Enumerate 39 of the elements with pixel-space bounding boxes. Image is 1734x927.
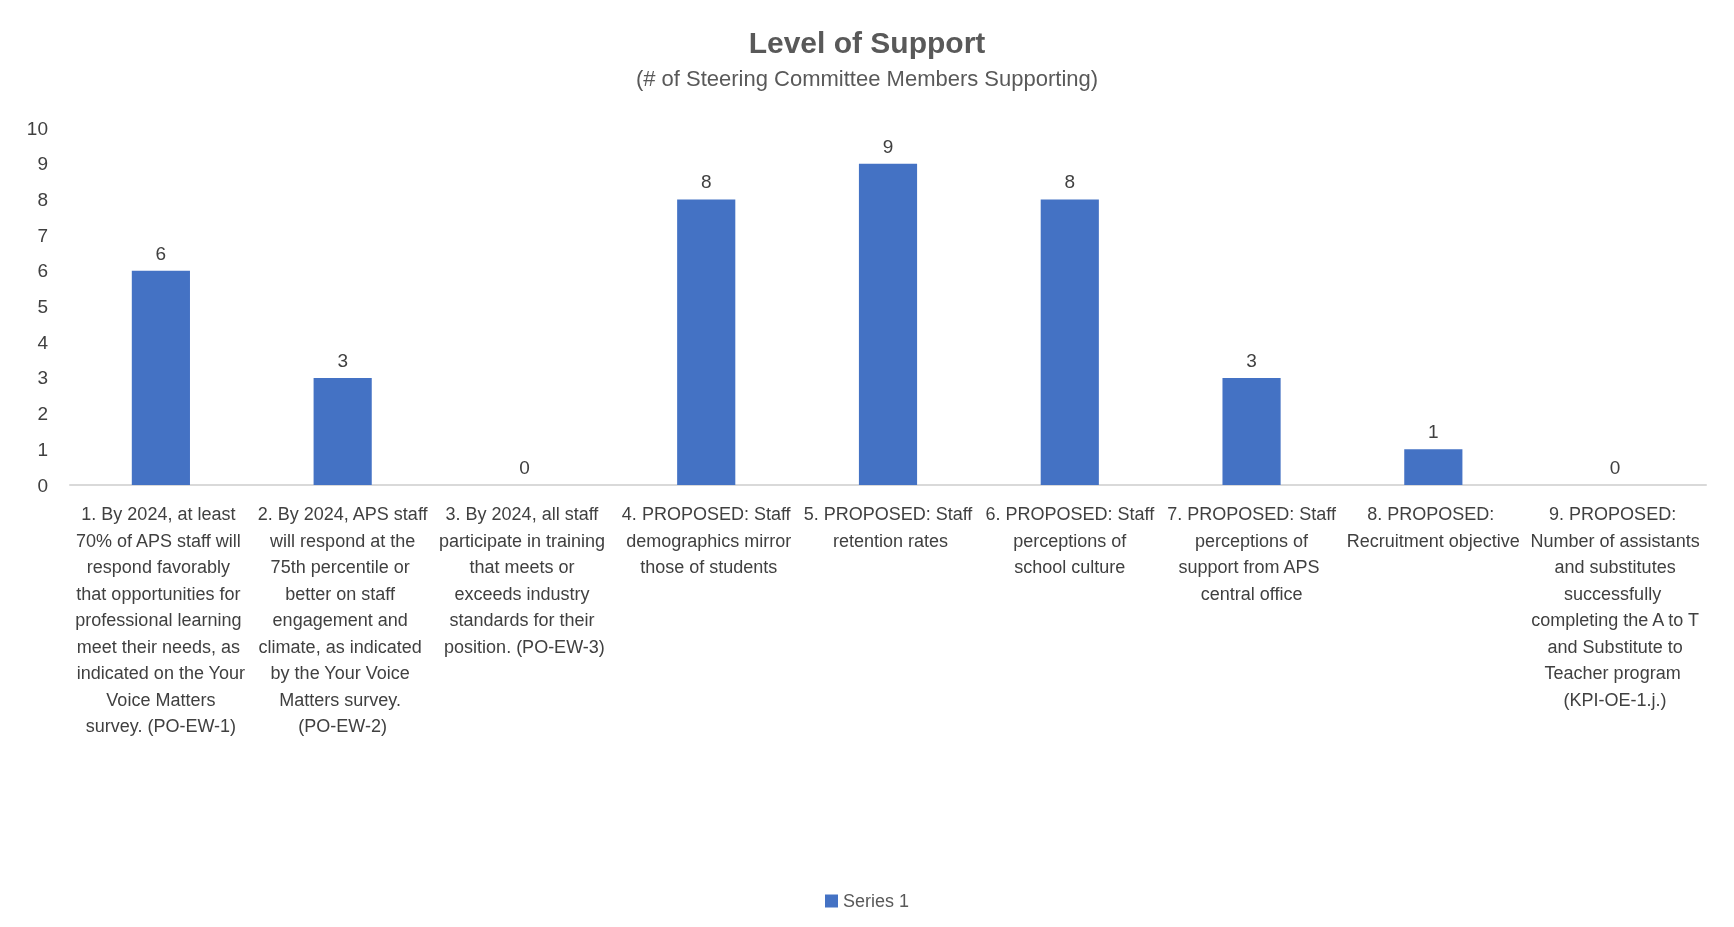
x-tick-label: 4. PROPOSED: Staff demographics mirror those of students xyxy=(621,504,792,578)
bar xyxy=(1404,449,1463,485)
y-tick-label: 7 xyxy=(37,224,48,246)
category-label: 1. By 2024, at least 70% of APS staff will respond favorably that opportunities for professional learning meet their needs, as indicated on the Your Voice Matters survey. (PO-EW-1) xyxy=(75,504,245,737)
x-tick-label: 6. PROPOSED: Staff perceptions of school culture xyxy=(985,504,1156,578)
y-tick-label: 10 xyxy=(26,117,48,139)
bar xyxy=(677,199,736,485)
data-label: 8 xyxy=(700,171,712,193)
chart-subtitle: (# of Steering Committee Members Supporting) xyxy=(635,65,1099,91)
category-label: 2. By 2024, APS staff will respond at the 75th percentile or better on staff engagement and climate, as indicated by the Your Voice Matters survey. (PO-EW-2) xyxy=(257,504,428,737)
data-label: 0 xyxy=(519,457,530,478)
y-tick-label: 1 xyxy=(37,438,48,460)
data-label: 8 xyxy=(1064,171,1076,193)
y-tick-label: 2 xyxy=(37,403,48,425)
data-label: 9 xyxy=(882,135,894,157)
x-tick-label: 5. PROPOSED: Staff retention rates xyxy=(803,504,974,551)
data-label: 1 xyxy=(1428,421,1439,443)
x-tick-label: 7. PROPOSED: Staff perceptions of support from APS central office xyxy=(1167,504,1337,604)
bar xyxy=(131,270,190,485)
bar xyxy=(1222,377,1281,485)
bar xyxy=(313,377,372,485)
data-label: 3 xyxy=(337,349,348,371)
data-label: 6 xyxy=(155,242,167,264)
bar xyxy=(1040,199,1099,485)
chart-title: Level of Support xyxy=(748,25,986,59)
data-label: 3 xyxy=(1246,349,1257,371)
y-tick-label: 0 xyxy=(37,474,48,496)
y-tick-label: 3 xyxy=(37,367,48,389)
y-tick-label: 4 xyxy=(37,331,49,353)
x-tick-label: 8. PROPOSED: Recruitment objective xyxy=(1346,504,1520,551)
y-tick-label: 5 xyxy=(37,296,48,317)
y-tick-label: 6 xyxy=(37,260,48,282)
x-tick-label: 9. PROPOSED: Number of assistants and substitutes successfully completing the A to T and Substitute to Teacher program (KPI-OE-1.j.) xyxy=(1530,504,1700,710)
bar xyxy=(858,163,918,485)
y-tick-label: 8 xyxy=(37,188,48,210)
data-label: 0 xyxy=(1609,457,1621,478)
y-tick-label: 9 xyxy=(37,153,48,175)
legend-label: Series 1 xyxy=(842,891,910,911)
x-tick-label: 3. By 2024, all staff participate in training that meets or exceeds industry standards for their position. (PO-EW-3) xyxy=(438,504,610,657)
